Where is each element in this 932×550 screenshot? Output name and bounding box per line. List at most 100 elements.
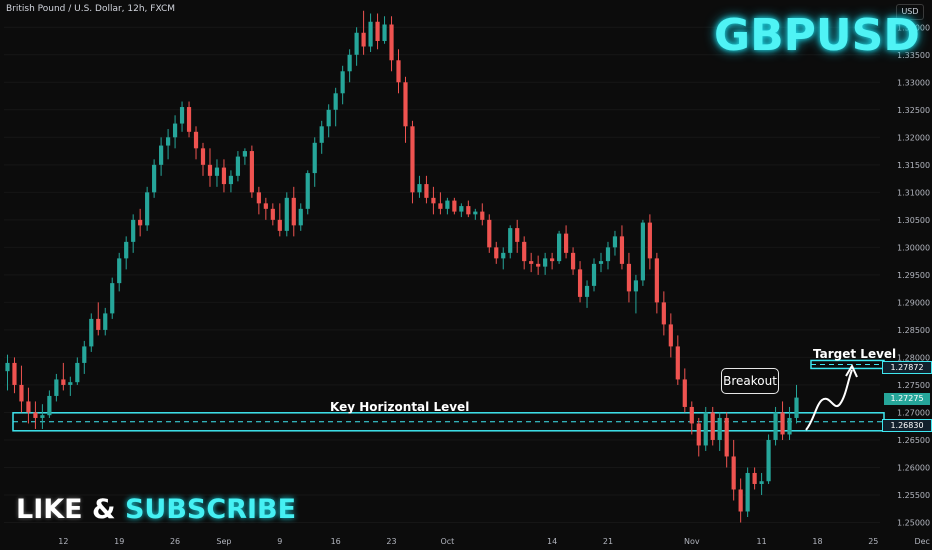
candle-body: [361, 32, 366, 47]
candle-body: [480, 211, 485, 220]
cta-subscribe: SUBSCRIBE: [124, 494, 297, 525]
candle-body: [605, 247, 611, 262]
candle-body: [340, 71, 345, 94]
x-tick-label: Sep: [216, 537, 231, 546]
projection-path: [805, 369, 853, 431]
candle-body: [654, 258, 659, 303]
cta-amp: &: [92, 494, 116, 525]
candle-body: [668, 324, 673, 347]
candle-body: [557, 233, 562, 262]
candle-body: [375, 21, 380, 42]
candle-body: [235, 156, 241, 176]
candle-body: [640, 222, 645, 281]
candles: [5, 10, 799, 523]
candle-body: [417, 184, 422, 193]
candle-body: [515, 228, 520, 242]
candle-body: [200, 148, 206, 165]
x-tick-label: 16: [331, 537, 341, 546]
currency-badge[interactable]: USD: [896, 4, 924, 20]
y-tick-label: 1.27000: [897, 408, 930, 417]
candle-body: [33, 412, 38, 418]
candle-body: [563, 233, 569, 253]
candle-body: [598, 261, 604, 264]
candle-body: [40, 415, 45, 418]
candle-body: [424, 184, 429, 198]
x-tick-label: 18: [812, 537, 822, 546]
projection-arrow: [805, 363, 858, 431]
y-tick-label: 1.26500: [897, 436, 930, 445]
candle-body: [159, 145, 164, 165]
candle-body: [536, 263, 541, 267]
ticker-banner: GBPUSD: [714, 10, 920, 61]
candle-body: [689, 406, 694, 424]
candle-body: [494, 247, 499, 259]
candle-body: [473, 211, 478, 215]
y-tick-label: 1.29500: [897, 271, 930, 280]
candle-body: [508, 228, 513, 253]
candle-body: [26, 401, 31, 413]
candle-body: [619, 236, 625, 264]
y-tick-label: 1.27500: [897, 381, 930, 390]
candle-body: [19, 384, 24, 402]
candle-body: [647, 222, 652, 259]
candle-body: [54, 379, 59, 396]
candle-body: [550, 258, 555, 262]
candle-body: [766, 439, 771, 482]
candle-body: [696, 423, 701, 446]
candle-body: [745, 472, 750, 512]
candle-body: [312, 142, 317, 174]
candle-body: [487, 219, 492, 248]
candle-body: [731, 456, 736, 490]
candle-body: [452, 200, 457, 212]
x-tick-label: 25: [868, 537, 878, 546]
symbol-title: British Pound / U.S. Dollar, 12h, FXCM: [6, 4, 176, 14]
candle-body: [256, 192, 261, 204]
x-tick-label: 19: [114, 537, 124, 546]
candle-body: [759, 481, 764, 484]
y-tick-label: 1.33500: [897, 51, 930, 60]
candle-body: [794, 397, 799, 418]
candle-body: [165, 137, 171, 146]
candle-body: [47, 395, 52, 416]
candle-body: [396, 60, 401, 83]
candle-body: [584, 285, 590, 297]
candle-body: [82, 346, 87, 363]
candle-body: [570, 252, 576, 270]
candle-body: [110, 283, 115, 314]
cta-banner: LIKE & SUBSCRIBE: [16, 494, 296, 525]
candle-body: [326, 109, 331, 127]
candle-body: [431, 197, 436, 204]
candle-body: [207, 164, 213, 176]
candle-body: [305, 173, 310, 209]
x-tick-label: 14: [547, 537, 557, 546]
y-tick-label: 1.31000: [897, 188, 930, 197]
candle-body: [5, 362, 10, 372]
y-tick-label: 1.32000: [897, 133, 930, 142]
candle-body: [75, 362, 80, 383]
candle-body: [172, 123, 178, 138]
candle-body: [752, 472, 757, 484]
candle-body: [661, 302, 666, 325]
candle-body: [298, 208, 303, 226]
grid: [4, 26, 880, 523]
candle-body: [501, 252, 506, 259]
candle-body: [152, 164, 157, 193]
x-tick-label: Dec: [914, 537, 929, 546]
candle-body: [438, 203, 443, 209]
candle-body: [780, 412, 785, 435]
candle-body: [612, 236, 618, 248]
y-tick-label: 1.26000: [897, 463, 930, 472]
x-tick-label: Oct: [440, 537, 454, 546]
candle-body: [543, 258, 548, 267]
candle-body: [89, 318, 94, 347]
candle-body: [389, 24, 394, 61]
y-tick-label: 1.25500: [897, 491, 930, 500]
candle-body: [382, 24, 387, 42]
candle-body: [410, 126, 415, 193]
x-tick-label: Nov: [684, 537, 700, 546]
breakout-callout: Breakout: [721, 368, 779, 394]
candle-body: [186, 107, 192, 132]
candle-body: [124, 241, 129, 259]
x-tick-label: 23: [386, 537, 396, 546]
